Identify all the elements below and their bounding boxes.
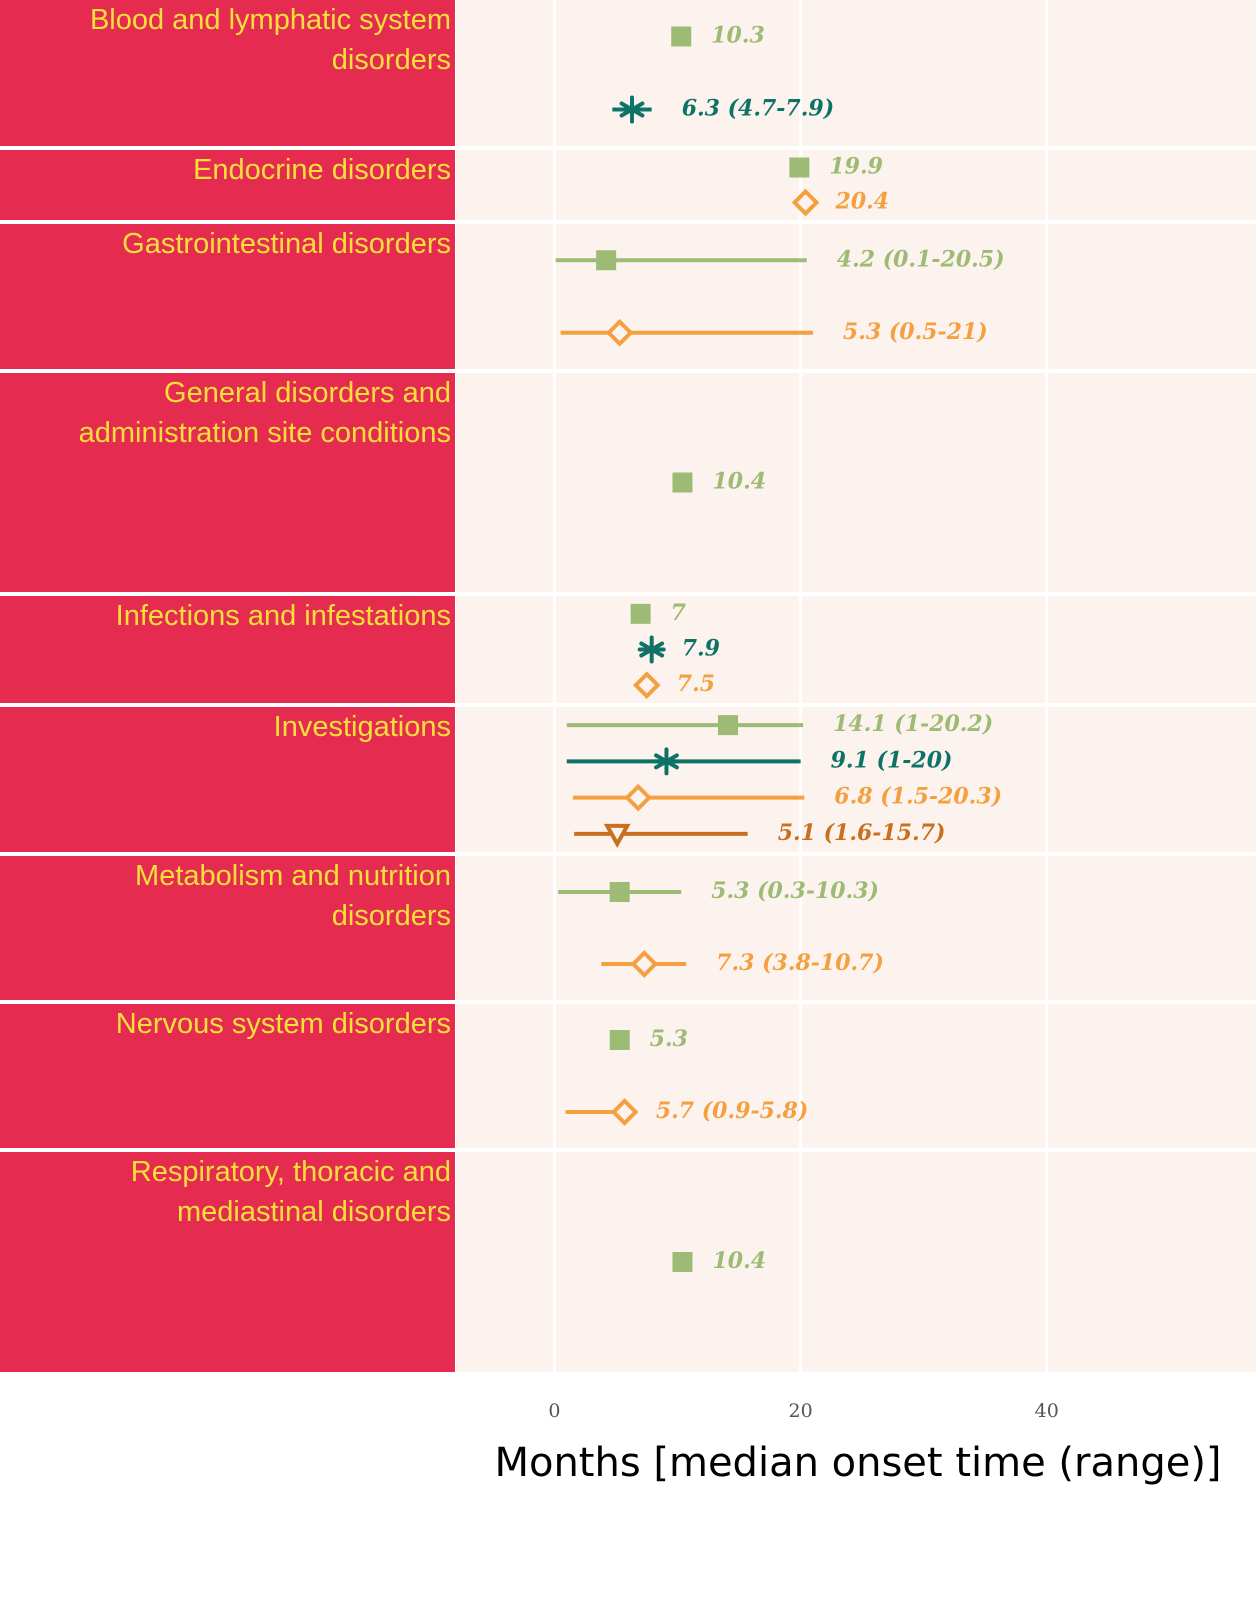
value-label: 7.9 [682, 636, 720, 662]
value-label: 5.1 (1.6-15.7) [778, 820, 946, 846]
marker [789, 157, 810, 178]
x-tick-label: 40 [1035, 1400, 1059, 1422]
marker [610, 1098, 639, 1126]
facet-label: General disorders and administration sit… [0, 373, 455, 592]
marker [791, 188, 820, 217]
value-label: 5.3 [650, 1026, 688, 1052]
value-label: 5.7 (0.9-5.8) [656, 1098, 808, 1124]
facet-label: Metabolism and nutrition disorders [0, 856, 455, 1000]
marker [672, 1252, 693, 1272]
marker [718, 715, 738, 736]
value-label: 10.4 [712, 469, 766, 495]
panel-background [456, 150, 1256, 220]
value-label: 5.3 (0.3-10.3) [711, 878, 879, 904]
panel-background [456, 707, 1256, 852]
marker [596, 250, 617, 271]
x-tick-label: 20 [789, 1400, 813, 1422]
facet-label: Investigations [0, 707, 455, 852]
facet-label: Endocrine disorders [0, 150, 455, 220]
value-label: 6.8 (1.5-20.3) [834, 784, 1002, 810]
marker [624, 783, 652, 812]
panel-background [456, 596, 1256, 703]
facet-label: Gastrointestinal disorders [0, 224, 455, 369]
value-label: 7.5 [677, 671, 715, 697]
facet-label: Blood and lymphatic system disorders [0, 0, 455, 146]
marker [603, 823, 631, 848]
facet-label: Respiratory, thoracic and mediastinal di… [0, 1152, 455, 1372]
value-label: 7.3 (3.8-10.7) [716, 950, 884, 976]
value-label: 7 [671, 600, 687, 626]
marker [632, 671, 661, 699]
panel-background [456, 373, 1256, 592]
panel-background [456, 856, 1256, 1000]
marker [630, 950, 659, 978]
marker [630, 603, 651, 624]
panel-background [456, 1152, 1256, 1372]
marker [605, 318, 634, 347]
marker [618, 95, 646, 124]
marker [609, 882, 630, 902]
x-axis-label: Months [median onset time (range)] [494, 1440, 1221, 1486]
x-tick-label: 0 [548, 1400, 560, 1422]
facet-label: Infections and infestations [0, 596, 455, 703]
value-label: 9.1 (1-20) [831, 747, 953, 773]
value-label: 5.3 (0.5-21) [843, 319, 988, 345]
panel-background [456, 0, 1256, 146]
value-label: 20.4 [835, 189, 890, 215]
facet-label: Nervous system disorders [0, 1004, 455, 1148]
marker [637, 635, 666, 664]
value-label: 6.3 (4.7-7.9) [682, 96, 834, 122]
marker [609, 1030, 630, 1050]
value-label: 19.9 [829, 154, 883, 180]
panel-background [456, 1004, 1256, 1148]
panel-background [456, 224, 1256, 369]
value-label: 10.4 [712, 1248, 766, 1274]
value-label: 10.3 [711, 23, 765, 49]
marker [652, 747, 681, 776]
marker [672, 472, 693, 493]
marker [671, 26, 692, 47]
value-label: 4.2 (0.1-20.5) [837, 246, 1005, 272]
value-label: 14.1 (1-20.2) [833, 711, 993, 737]
